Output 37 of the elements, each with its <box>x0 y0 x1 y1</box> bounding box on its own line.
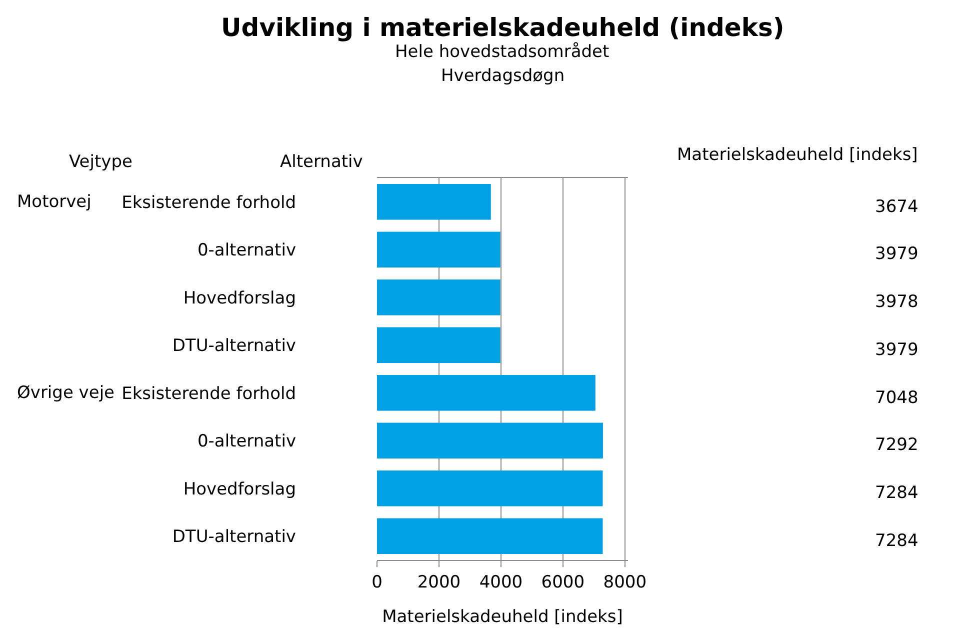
data-label: 3978 <box>875 292 918 312</box>
bar <box>377 279 500 316</box>
x-tick-label: 2000 <box>417 572 461 592</box>
text: Alternativ <box>280 152 363 172</box>
y-tick-label: Hovedforslag <box>183 288 296 308</box>
y-tick-label: Hovedforslag <box>183 479 296 500</box>
data-label: 7284 <box>875 483 918 503</box>
text: Materielskadeuheld [indeks] <box>677 145 918 165</box>
y-tick-label: DTU-alternativ <box>172 527 296 548</box>
x-axis-title: Materielskadeuheld [indeks] <box>382 606 623 627</box>
x-tick-label: 4000 <box>479 572 523 592</box>
x-tick-label: 6000 <box>541 572 585 592</box>
data-label: 7048 <box>875 388 918 408</box>
y-tick-label: 0-alternativ <box>197 432 296 452</box>
bar <box>377 374 596 411</box>
bar <box>377 327 500 364</box>
y-tick-label: DTU-alternativ <box>172 336 296 356</box>
x-tick-label: 0 <box>372 572 382 592</box>
y-tick-label: Eksisterende forhold <box>122 192 296 213</box>
bar <box>377 422 603 459</box>
data-label: 3979 <box>875 244 918 264</box>
text: Øvrige veje <box>17 383 115 403</box>
data-label: 7284 <box>875 531 918 551</box>
bar <box>377 184 491 220</box>
y-tick-label: Eksisterende forhold <box>122 384 296 404</box>
data-label: 7292 <box>875 435 918 455</box>
y-tick-label: 0-alternativ <box>197 240 296 261</box>
bar <box>377 470 603 506</box>
chart-subtitle: Hele hovedstadsområdet Hverdagsdøgn <box>395 42 610 86</box>
bar <box>377 518 603 554</box>
data-label: 3674 <box>875 197 918 217</box>
text: Vejtype <box>69 152 132 172</box>
text: Motorvej <box>17 192 92 212</box>
chart-title: Udvikling i materielskadeuheld (indeks) <box>221 13 784 42</box>
bar <box>377 232 500 268</box>
data-label: 3979 <box>875 340 918 360</box>
x-tick-label: 8000 <box>603 572 647 592</box>
